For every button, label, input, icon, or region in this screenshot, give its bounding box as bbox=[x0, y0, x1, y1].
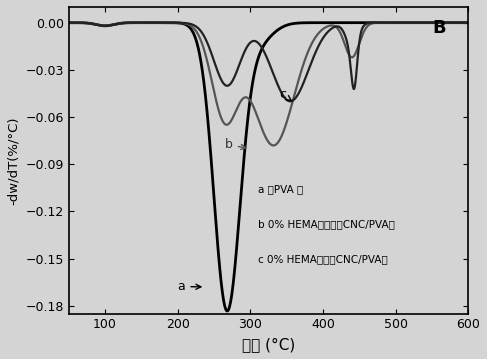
Text: c: c bbox=[280, 88, 292, 101]
Text: a: a bbox=[178, 280, 201, 293]
Text: b: b bbox=[225, 139, 246, 151]
Text: c 0% HEMA交联的CNC/PVA膜: c 0% HEMA交联的CNC/PVA膜 bbox=[258, 254, 387, 264]
X-axis label: 温度 (°C): 温度 (°C) bbox=[242, 337, 295, 352]
Y-axis label: -dw/dT(%/°C): -dw/dT(%/°C) bbox=[7, 116, 20, 205]
Text: a 纯PVA 膜: a 纯PVA 膜 bbox=[258, 185, 303, 195]
Text: b 0% HEMA未交联的CNC/PVA膜: b 0% HEMA未交联的CNC/PVA膜 bbox=[258, 219, 394, 229]
Text: B: B bbox=[432, 19, 446, 37]
